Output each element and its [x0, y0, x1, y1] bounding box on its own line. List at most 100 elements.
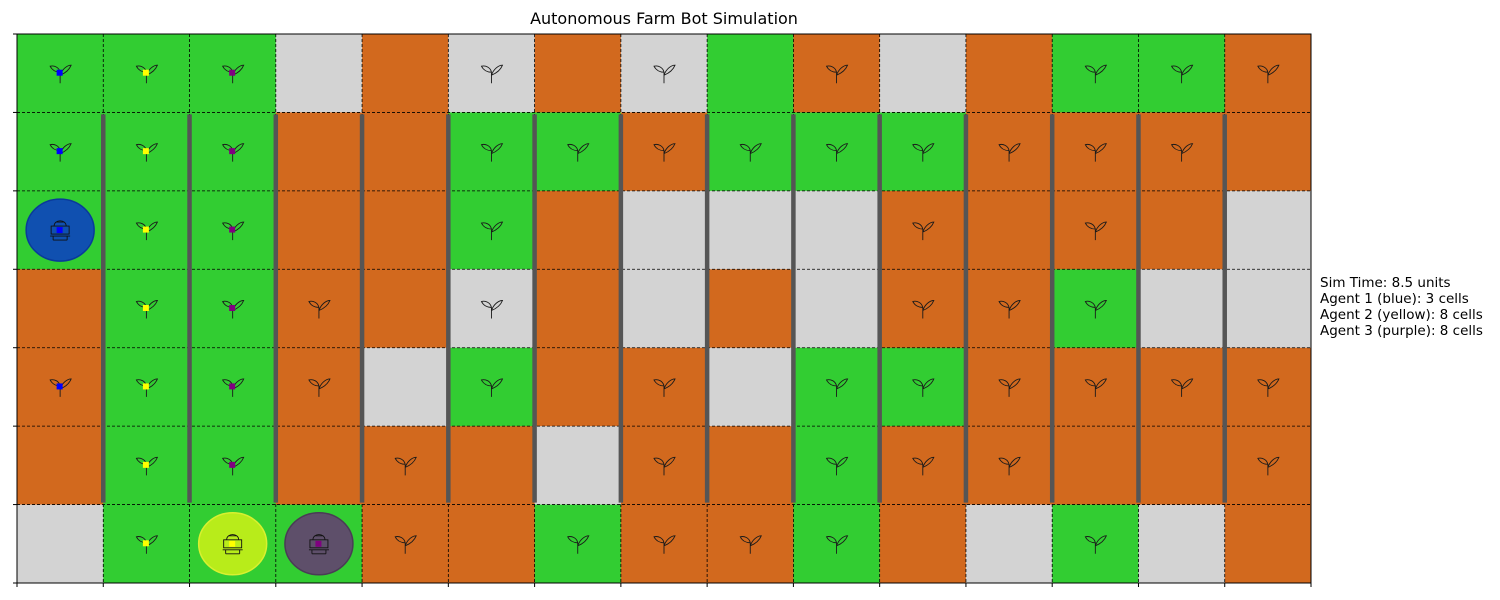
grid-cell: [362, 347, 449, 427]
sprout-icon: [222, 221, 245, 241]
sprout-icon: [1257, 64, 1280, 84]
grid-cell: [275, 112, 363, 192]
grid-cell: [362, 190, 449, 270]
grid-cell: [620, 269, 708, 349]
grid-cell: [362, 34, 449, 113]
sprout-icon: [653, 378, 676, 397]
sprout-icon: [912, 456, 935, 476]
grid-cell: [965, 34, 1053, 113]
sprout-icon: [1170, 378, 1194, 397]
agent1-status: Agent 1 (blue): 3 cells: [1320, 291, 1469, 307]
sprout-icon: [480, 221, 504, 241]
grid-cell: [1224, 504, 1312, 584]
sprout-icon: [222, 378, 245, 397]
sprout-icon: [825, 378, 849, 397]
sprout-icon: [912, 143, 935, 162]
grid-cell: [879, 504, 967, 584]
sprout-icon: [49, 378, 72, 397]
sprout-icon: [135, 456, 159, 476]
grid-cell: [275, 426, 363, 506]
sprout-icon: [135, 64, 159, 84]
sprout-icon: [1084, 378, 1107, 397]
sprout-icon: [653, 535, 676, 554]
grid-cell: [1138, 190, 1226, 270]
sprout-icon: [1084, 64, 1107, 84]
grid-cell: [17, 269, 104, 349]
grid-cell: [1224, 112, 1312, 192]
sprout-icon: [1257, 456, 1280, 476]
grid-cell: [534, 426, 622, 506]
sprout-icon: [49, 64, 72, 84]
grid-cell: [793, 190, 881, 270]
sprout-icon: [308, 378, 331, 397]
sprout-icon: [222, 143, 245, 162]
sprout-icon: [1170, 64, 1194, 84]
sprout-icon: [480, 300, 504, 319]
sprout-icon: [998, 300, 1021, 319]
sprout-icon: [308, 300, 331, 319]
grid-cell: [707, 269, 794, 349]
sprout-icon: [49, 143, 72, 162]
sprout-icon: [739, 535, 762, 554]
grid-cell: [534, 269, 622, 349]
sprout-icon: [653, 143, 676, 162]
agent2-status: Agent 2 (yellow): 8 cells: [1320, 307, 1483, 323]
grid-cell: [534, 190, 622, 270]
sprout-icon: [1084, 143, 1107, 162]
sprout-icon: [825, 535, 849, 554]
sprout-icon: [653, 64, 676, 84]
grid-cell: [534, 34, 622, 113]
grid-cell: [448, 426, 536, 506]
sprout-icon: [394, 456, 417, 476]
grid-cell: [17, 504, 104, 584]
grid-cell: [707, 190, 794, 270]
sprout-icon: [567, 535, 590, 554]
grid-cell: [534, 347, 622, 427]
sprout-icon: [222, 300, 245, 319]
grid-cell: [707, 34, 794, 113]
sprout-icon: [912, 221, 935, 241]
grid-cell: [1052, 426, 1139, 506]
sprout-icon: [653, 456, 676, 476]
grid-cell: [362, 269, 449, 349]
grid-cell: [1224, 269, 1312, 349]
sprout-icon: [135, 143, 159, 162]
sprout-icon: [567, 143, 590, 162]
grid-cell: [448, 504, 536, 584]
sprout-icon: [998, 456, 1021, 476]
grid-cell: [965, 190, 1053, 270]
grid-cell: [793, 269, 881, 349]
grid-cell: [17, 426, 104, 506]
grid-cell: [275, 34, 363, 113]
grid-cell: [707, 347, 794, 427]
sprout-icon: [998, 143, 1021, 162]
sprout-icon: [222, 456, 245, 476]
sprout-icon: [135, 300, 159, 319]
sprout-icon: [825, 64, 849, 84]
sprout-icon: [825, 456, 849, 476]
sprout-icon: [1084, 535, 1107, 554]
sprout-icon: [480, 64, 504, 84]
simulation-title: Autonomous Farm Bot Simulation: [530, 9, 798, 28]
sprout-icon: [480, 378, 504, 397]
sprout-icon: [825, 143, 849, 162]
sprout-icon: [135, 221, 159, 241]
info-panel: Sim Time: 8.5 units Agent 1 (blue): 3 ce…: [1320, 275, 1483, 339]
robot-icon: [308, 534, 329, 555]
sprout-icon: [222, 64, 245, 84]
sprout-icon: [394, 535, 417, 554]
sprout-icon: [912, 300, 935, 319]
sprout-icon: [135, 535, 159, 554]
sprout-icon: [1257, 378, 1280, 397]
grid-cell: [362, 112, 449, 192]
sprout-icon: [739, 143, 762, 162]
grid-cell: [620, 190, 708, 270]
sprout-icon: [1084, 300, 1107, 319]
sprout-icon: [1084, 221, 1107, 241]
sprout-icon: [135, 378, 159, 397]
sprout-icon: [998, 378, 1021, 397]
grid-cell: [1138, 504, 1226, 584]
sprout-icon: [480, 143, 504, 162]
grid-frame: [16, 33, 1312, 584]
